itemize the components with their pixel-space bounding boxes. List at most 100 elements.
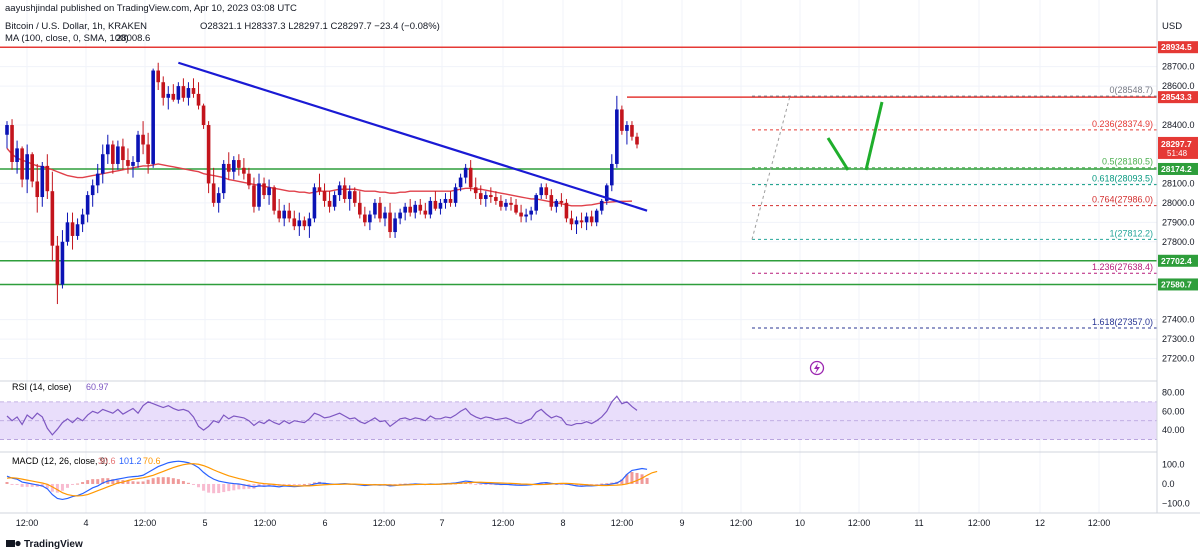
price-axis[interactable]: 28700.0 28600.0 28400.0 28100.0 28000.0 27900… [1158, 41, 1198, 508]
level-price-box [1158, 41, 1198, 54]
macd-histogram-bar [610, 482, 614, 484]
macd-histogram-bar [156, 477, 160, 484]
candle [121, 138, 125, 170]
macd-histogram-bar [96, 479, 100, 484]
candle [373, 198, 377, 219]
candle [196, 82, 201, 110]
candle [75, 218, 80, 240]
rsi-tick-label: 60.00 [1162, 406, 1185, 416]
tradingview-logo-icon [6, 540, 21, 547]
candle [494, 191, 498, 205]
level-price-label: 27580.7 [1161, 279, 1192, 289]
time-tick-label: 5 [202, 518, 207, 528]
macd-histogram-bar [202, 483, 206, 491]
macd-histogram-bar [640, 474, 644, 484]
trendline-segment[interactable] [178, 61, 648, 212]
macd-histogram-bar [91, 479, 95, 484]
rsi-line[interactable] [6, 395, 638, 436]
time-tick-label: 12:00 [611, 518, 634, 528]
level-price-box [1158, 91, 1198, 104]
ma-label[interactable]: MA (100, close, 0, SMA, 100) [5, 33, 129, 44]
macd-hist-value: 30.6 [98, 456, 116, 466]
macd-histogram-bar [71, 483, 75, 485]
macd-histogram-bar [176, 479, 180, 484]
candle [428, 197, 433, 219]
macd-histogram-bar [519, 483, 523, 486]
macd-histogram-bar [25, 483, 29, 487]
candle [30, 152, 34, 188]
time-tick-label: 8 [560, 518, 565, 528]
macd-histogram-bar [60, 483, 64, 491]
time-tick-label: 12:00 [134, 518, 157, 528]
macd-histogram-bar [307, 483, 311, 485]
macd-line-value: 101.2 [119, 456, 142, 466]
level-price-box [1158, 162, 1198, 175]
trendline[interactable] [178, 61, 648, 212]
time-tick-label: 11 [914, 518, 923, 528]
macd-histogram-bar [484, 483, 488, 485]
lightning-icon[interactable] [809, 360, 825, 376]
time-tick-label: 12:00 [730, 518, 753, 528]
price-tick-label: 27200.0 [1162, 354, 1195, 364]
candle [519, 204, 523, 223]
macd-histogram-bar [217, 483, 221, 494]
time-tick-label: 12:00 [373, 518, 396, 528]
candle [615, 95, 619, 168]
macd-histogram-bar [312, 482, 316, 484]
macd-histogram-bar [65, 483, 69, 488]
level-price-label: 28934.5 [1161, 42, 1192, 52]
macd-histogram-bar [76, 483, 80, 485]
candle [423, 202, 428, 219]
candle [161, 76, 166, 106]
macd-histogram-bar [479, 483, 483, 485]
rsi-label[interactable]: RSI (14, close) [12, 382, 72, 392]
time-tick-label: 12:00 [492, 518, 515, 528]
time-axis[interactable]: 12:00 4 12:00 5 12:00 6 12:00 7 12:00 8 12:00 9 12:0… [16, 518, 1111, 528]
price-tick-label: 28700.0 [1162, 62, 1195, 72]
candle [604, 183, 609, 205]
price-tick-label: 27800.0 [1162, 237, 1195, 247]
ohlc-values: O28321.1 H28337.3 L28297.1 C28297.7 −23.… [200, 21, 440, 32]
last-price-label: 28297.7 [1161, 139, 1192, 149]
candle [156, 62, 160, 90]
macd-histogram-bar [151, 478, 155, 484]
candle [635, 132, 639, 149]
candle [242, 158, 246, 180]
candle [257, 173, 261, 211]
fib-level-label: 0.618(28093.5) [1092, 174, 1153, 184]
symbol-title[interactable]: Bitcoin / U.S. Dollar, 1h, KRAKEN [5, 21, 147, 32]
candle [352, 187, 357, 207]
macd-tick-label: 100.0 [1162, 460, 1185, 470]
candle [509, 197, 513, 211]
macd-histogram-bar [10, 483, 14, 485]
macd-pane [5, 460, 658, 501]
signal-line[interactable] [6, 463, 658, 497]
fib-level-label: 0.236(28374.9) [1092, 119, 1153, 129]
macd-histogram-bar [605, 483, 609, 485]
candle [237, 154, 241, 176]
macd-histogram-bar [262, 483, 266, 487]
candle [413, 200, 418, 219]
candle [60, 230, 65, 289]
macd-label[interactable]: MACD (12, 26, close, 9) [12, 456, 108, 466]
candle [95, 163, 100, 194]
candle [272, 185, 276, 215]
candle [211, 167, 216, 207]
macd-line[interactable] [6, 460, 648, 501]
macd-histogram-bar [267, 483, 271, 486]
fib-level-label: 0.5(28180.5) [1102, 157, 1153, 167]
candle [534, 193, 538, 215]
candle [40, 162, 45, 207]
footer-brand: TradingView [24, 539, 83, 550]
rsi-tick-label: 40.00 [1162, 425, 1185, 435]
macd-histogram-bar [297, 483, 301, 485]
candle [378, 197, 382, 223]
level-price-box [1158, 254, 1198, 267]
candle [50, 171, 55, 262]
candle [252, 177, 256, 213]
countdown-label: 51:48 [1167, 149, 1188, 158]
macd-histogram-bar [302, 483, 306, 485]
macd-histogram-bar [600, 483, 604, 485]
candle [499, 195, 503, 211]
candle [35, 163, 40, 213]
